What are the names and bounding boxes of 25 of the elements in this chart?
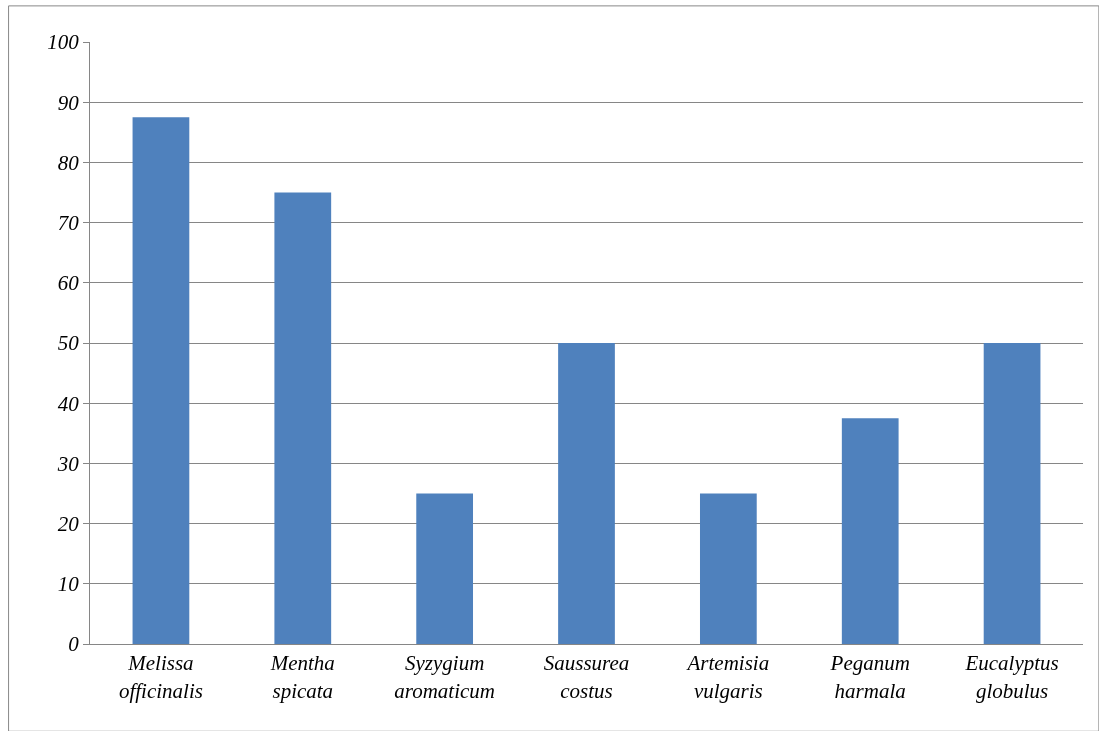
- bar: [558, 343, 615, 644]
- bar: [416, 493, 474, 644]
- x-tick-label: Artemisia vulgaris: [685, 651, 770, 703]
- bar: [983, 343, 1041, 644]
- bar: [841, 418, 899, 644]
- x-tick-label: Saussurea costus: [543, 651, 630, 703]
- bar: [132, 117, 190, 644]
- bar: [699, 493, 757, 644]
- y-tick-label: 80: [57, 150, 80, 175]
- y-tick-label: 20: [57, 511, 80, 536]
- y-tick-label: 60: [57, 271, 80, 296]
- x-tick-label: Mentha spicata: [269, 651, 335, 703]
- y-tick-label: 30: [56, 451, 80, 476]
- y-tick-label: 70: [57, 210, 80, 235]
- bar: [274, 192, 332, 644]
- x-tick-label: Eucalyptus globulus: [964, 651, 1059, 703]
- y-tick-label: 50: [57, 331, 80, 356]
- y-tick-label: 40: [57, 391, 80, 416]
- x-tick-label: Peganum harmala: [829, 651, 910, 703]
- y-tick-label: 0: [68, 632, 80, 657]
- x-tick-label: Melissa officinalis: [118, 651, 203, 703]
- x-tick-label: Syzygium aromaticum: [394, 651, 495, 703]
- y-tick-label: 10: [57, 572, 80, 597]
- y-tick-label: 90: [57, 90, 80, 115]
- y-tick-label: 100: [47, 30, 80, 55]
